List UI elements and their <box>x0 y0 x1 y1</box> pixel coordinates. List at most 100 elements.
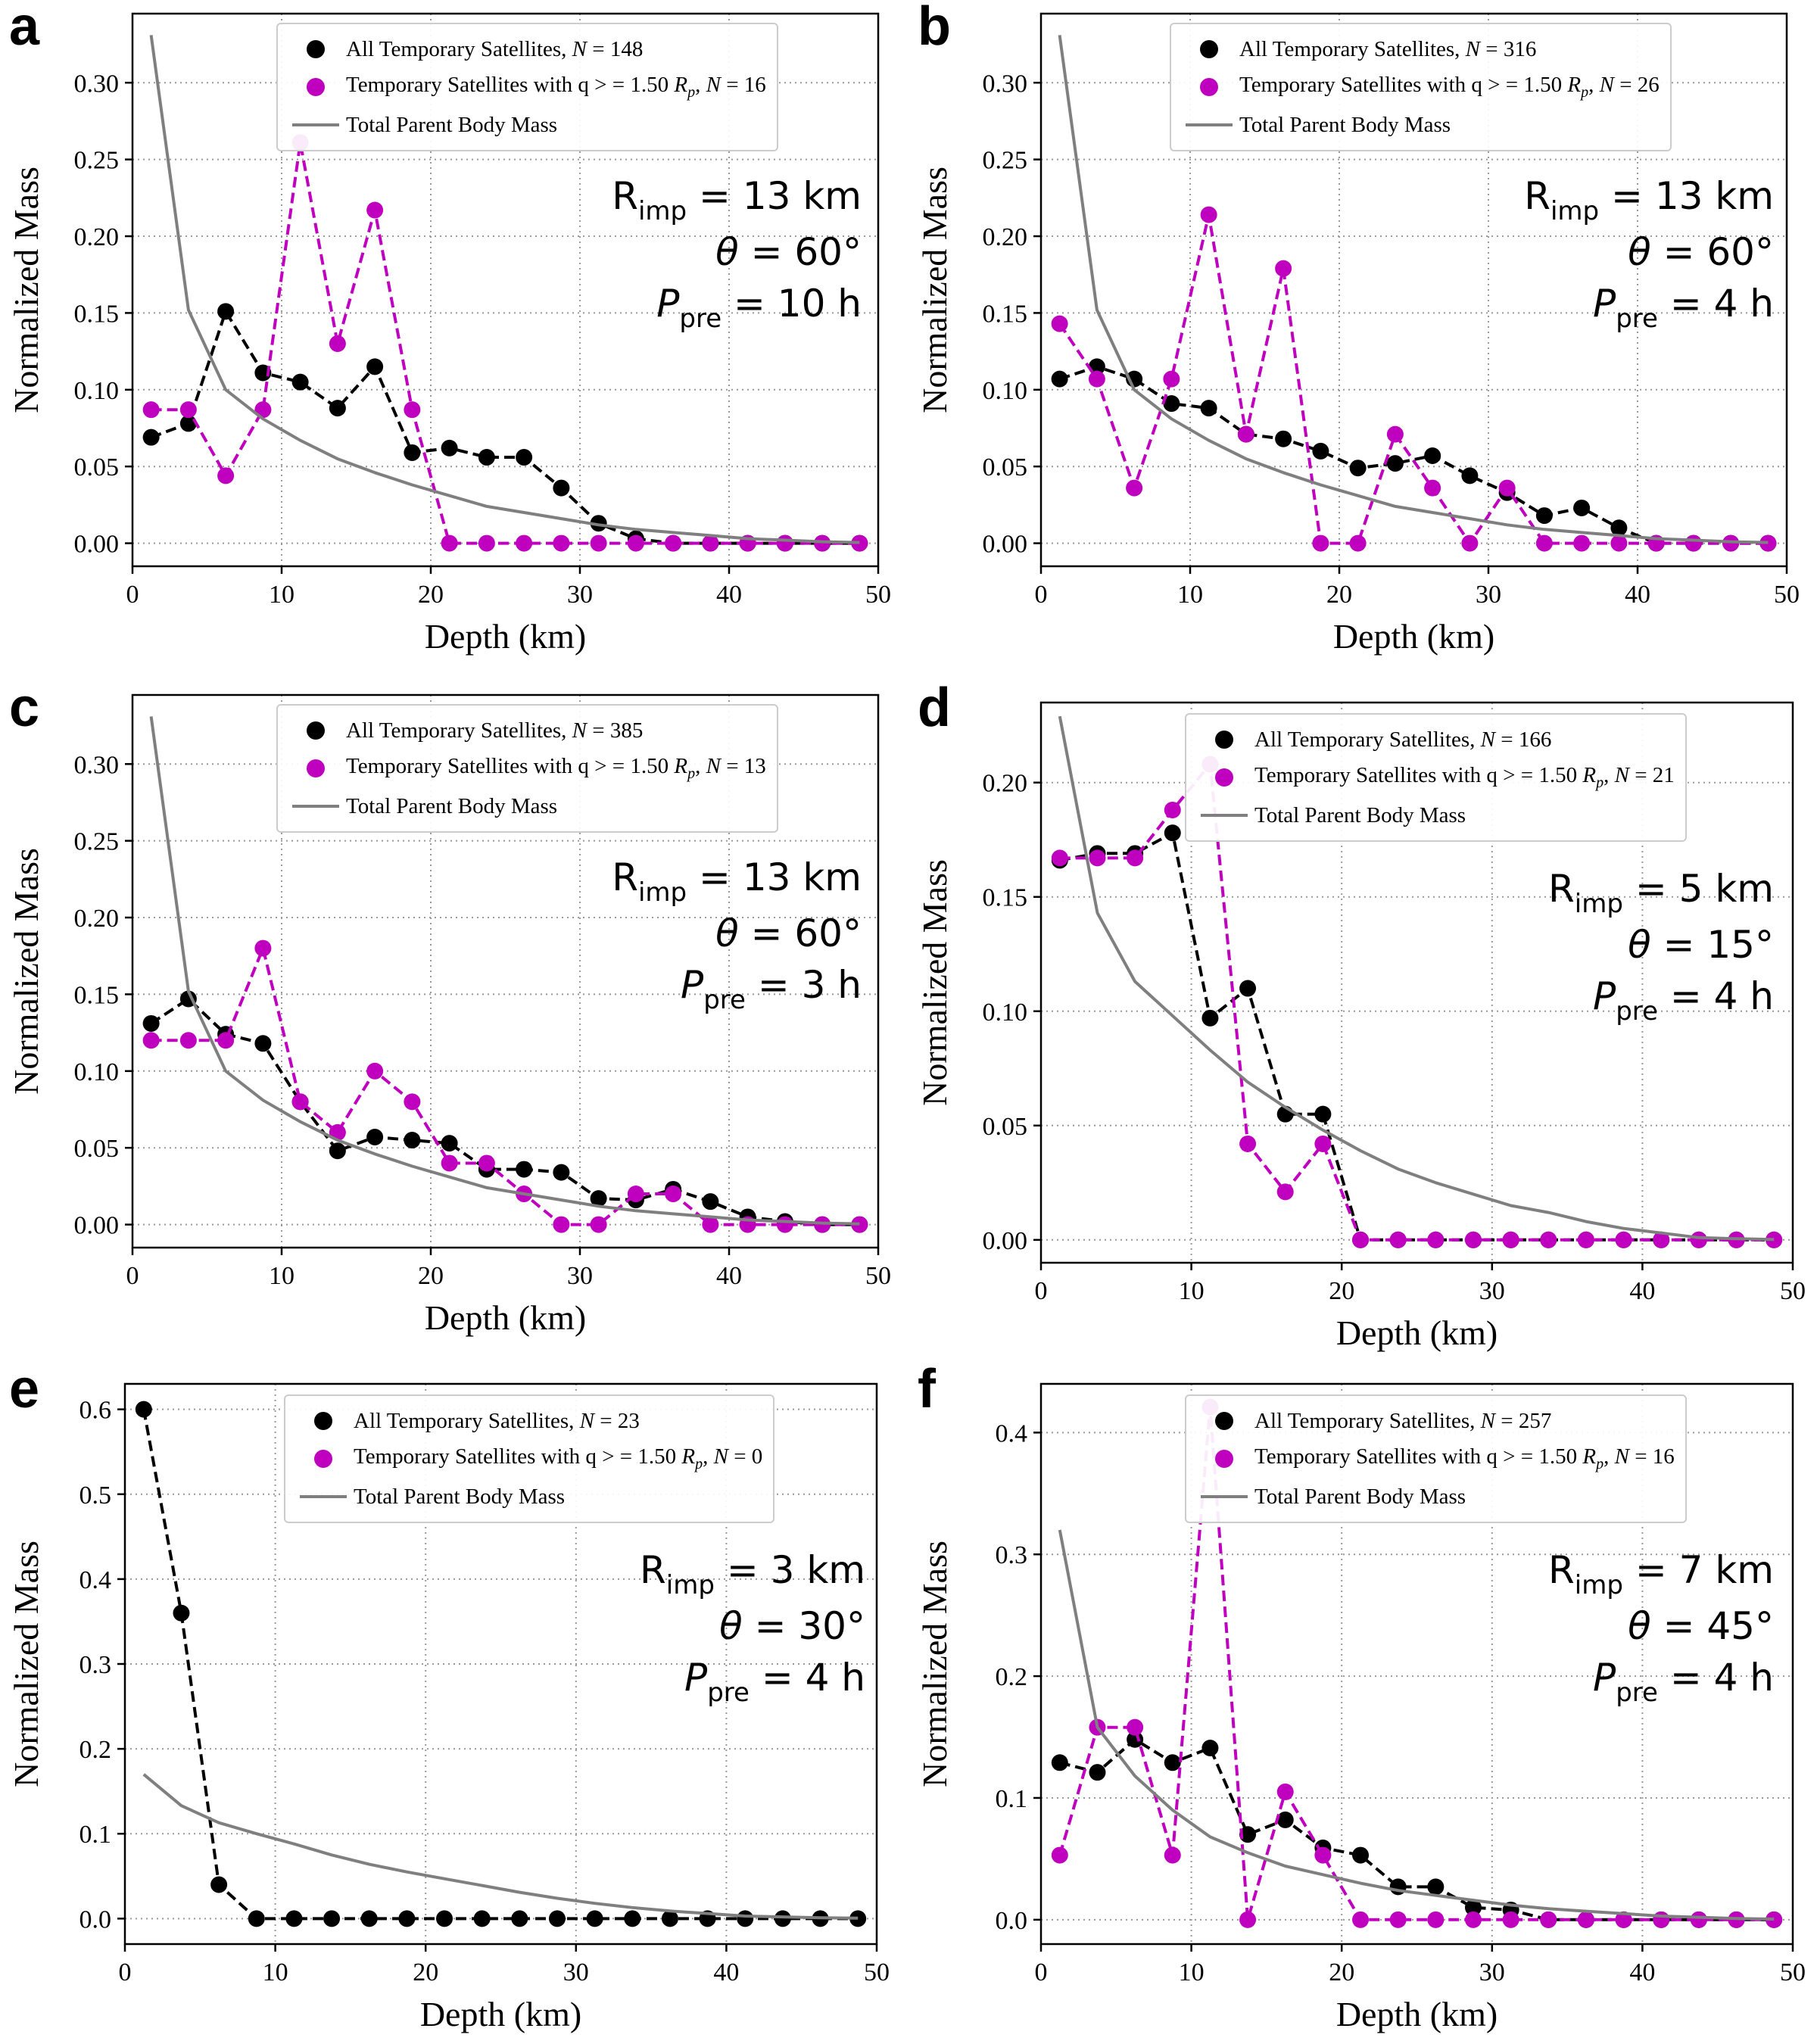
parameter-annotation: Rimp = 3 km θ = 30° Ppre = 4 h <box>640 1544 865 1708</box>
y-tick-label: 0.00 <box>74 531 120 559</box>
x-axis-label: Depth (km) <box>1336 1995 1498 2033</box>
legend-entry: Total Parent Body Mass <box>285 787 766 825</box>
legend-text: Temporary Satellites with q > = 1.50 Rp,… <box>354 1444 763 1472</box>
x-tick-label: 20 <box>418 581 444 609</box>
legend-marker-line <box>293 1495 354 1498</box>
legend-marker-dot <box>1194 1412 1254 1430</box>
data-point-all <box>291 373 309 391</box>
data-point-high-q <box>1540 1231 1557 1248</box>
y-tick-label: 0.00 <box>983 531 1028 559</box>
legend-text: Total Parent Body Mass <box>346 793 558 818</box>
data-point-all <box>1349 460 1367 477</box>
data-point-all <box>553 1164 570 1181</box>
y-tick-label: 0.05 <box>74 1135 120 1163</box>
y-tick-label: 0.4 <box>996 1419 1028 1447</box>
x-tick-label: 50 <box>1780 1958 1806 1986</box>
legend-entry: Temporary Satellites with q > = 1.50 Rp,… <box>1179 68 1660 106</box>
x-tick-label: 40 <box>716 1262 742 1290</box>
data-point-high-q <box>1237 425 1254 443</box>
axes-frame <box>1039 701 1794 1264</box>
data-point-all <box>1275 430 1292 447</box>
data-point-high-q <box>702 534 719 552</box>
data-point-all <box>473 1910 491 1927</box>
param-impactor-radius: Rimp = 5 km <box>1548 867 1774 919</box>
data-point-high-q <box>1577 1911 1594 1928</box>
data-point-all <box>1464 1899 1482 1916</box>
data-point-all <box>553 479 570 497</box>
x-tick-label: 10 <box>263 1958 288 1986</box>
y-tick-label: 0.00 <box>74 1212 120 1240</box>
x-tick-label: 40 <box>716 581 742 609</box>
data-point-high-q <box>478 534 495 552</box>
param-impactor-radius: Rimp = 7 km <box>1548 1548 1774 1600</box>
y-tick-label: 0.10 <box>983 377 1028 405</box>
x-tick-label: 30 <box>1476 581 1501 609</box>
x-axis-label: Depth (km) <box>1336 1313 1498 1352</box>
x-tick-label: 0 <box>119 1958 132 1986</box>
parameter-annotation: Rimp = 5 km θ = 15° Ppre = 4 h <box>1548 863 1774 1027</box>
data-point-all <box>366 358 384 375</box>
series-line-all-satellites <box>150 996 860 1226</box>
x-tick-label: 40 <box>1629 1958 1655 1986</box>
legend-entry: Total Parent Body Mass <box>1179 106 1660 144</box>
legend-text: All Temporary Satellites, N = 257 <box>1254 1408 1552 1433</box>
data-point-high-q <box>1427 1231 1445 1248</box>
parameter-annotation: Rimp = 7 km θ = 45° Ppre = 4 h <box>1548 1544 1774 1708</box>
data-point-all <box>702 1193 719 1211</box>
data-point-all <box>1352 1846 1370 1864</box>
legend-text: Temporary Satellites with q > = 1.50 Rp,… <box>1254 1444 1675 1472</box>
data-point-all <box>1312 442 1329 460</box>
panel-letter: c <box>9 678 40 738</box>
x-tick-label: 50 <box>1774 581 1800 609</box>
legend-text: Total Parent Body Mass <box>354 1484 566 1509</box>
data-point-all <box>436 1910 453 1927</box>
data-point-all <box>441 439 458 456</box>
data-point-all <box>360 1910 378 1927</box>
data-point-all <box>1164 824 1181 842</box>
data-point-high-q <box>179 1032 197 1049</box>
y-tick-label: 0.25 <box>74 147 120 175</box>
plot-b: 0 10 20 30 40 50 0.00 0.05 0.10 0.15 0.20 0.25 0.30 D… <box>915 12 1800 656</box>
data-point-high-q <box>1275 260 1292 277</box>
y-tick-label: 0.3 <box>996 1541 1028 1569</box>
y-axis-label: Normalized Mass <box>7 167 45 413</box>
panel-b: 0 10 20 30 40 50 0.00 0.05 0.10 0.15 0.20 0.25 0.30 D… <box>908 0 1817 681</box>
legend-marker-dot <box>1179 40 1239 58</box>
data-point-high-q <box>1653 1911 1670 1928</box>
legend-text: Temporary Satellites with q > = 1.50 Rp,… <box>1239 73 1660 101</box>
data-point-high-q <box>142 1032 160 1049</box>
x-tick-label: 50 <box>865 581 891 609</box>
legend-entry: Total Parent Body Mass <box>1194 1478 1675 1516</box>
data-point-high-q <box>702 1216 719 1233</box>
legend-marker-line <box>1179 123 1239 126</box>
panel-c: 0 10 20 30 40 50 0.00 0.05 0.10 0.15 0.20 0.25 0.30 D… <box>0 678 908 1363</box>
data-point-all <box>1239 1826 1257 1843</box>
y-axis-label: Normalized Mass <box>915 167 954 413</box>
axes-frame <box>131 12 880 568</box>
x-tick-label: 40 <box>1629 1277 1655 1305</box>
data-point-all <box>1163 395 1180 413</box>
y-axis-label: Normalized Mass <box>7 1541 45 1787</box>
panel-letter: d <box>918 678 951 738</box>
data-point-high-q <box>441 1154 458 1172</box>
parameter-annotation: Rimp = 13 km θ = 60° Ppre = 3 h <box>612 852 862 1015</box>
data-point-high-q <box>1386 425 1404 443</box>
data-point-high-q <box>291 1093 309 1111</box>
y-tick-label: 0.6 <box>79 1397 112 1425</box>
data-point-high-q <box>553 1216 570 1233</box>
data-point-all <box>1201 1740 1219 1756</box>
data-point-all <box>661 1910 678 1927</box>
x-tick-label: 0 <box>126 1262 139 1290</box>
panel-letter: a <box>9 0 40 57</box>
param-spin-period: Ppre = 4 h <box>1593 1656 1774 1708</box>
axes-frame <box>1039 12 1788 568</box>
x-tick-label: 30 <box>1479 1277 1505 1305</box>
data-point-all <box>478 449 495 466</box>
parameter-annotation: Rimp = 13 km θ = 60° Ppre = 4 h <box>1524 170 1774 334</box>
param-spin-period: Ppre = 3 h <box>681 963 862 1015</box>
data-point-high-q <box>516 534 533 552</box>
series-line-high-q-satellites <box>1058 1407 1775 1921</box>
data-point-all <box>366 1129 384 1145</box>
legend-marker-dot <box>1194 768 1254 787</box>
data-point-high-q <box>1535 534 1553 552</box>
